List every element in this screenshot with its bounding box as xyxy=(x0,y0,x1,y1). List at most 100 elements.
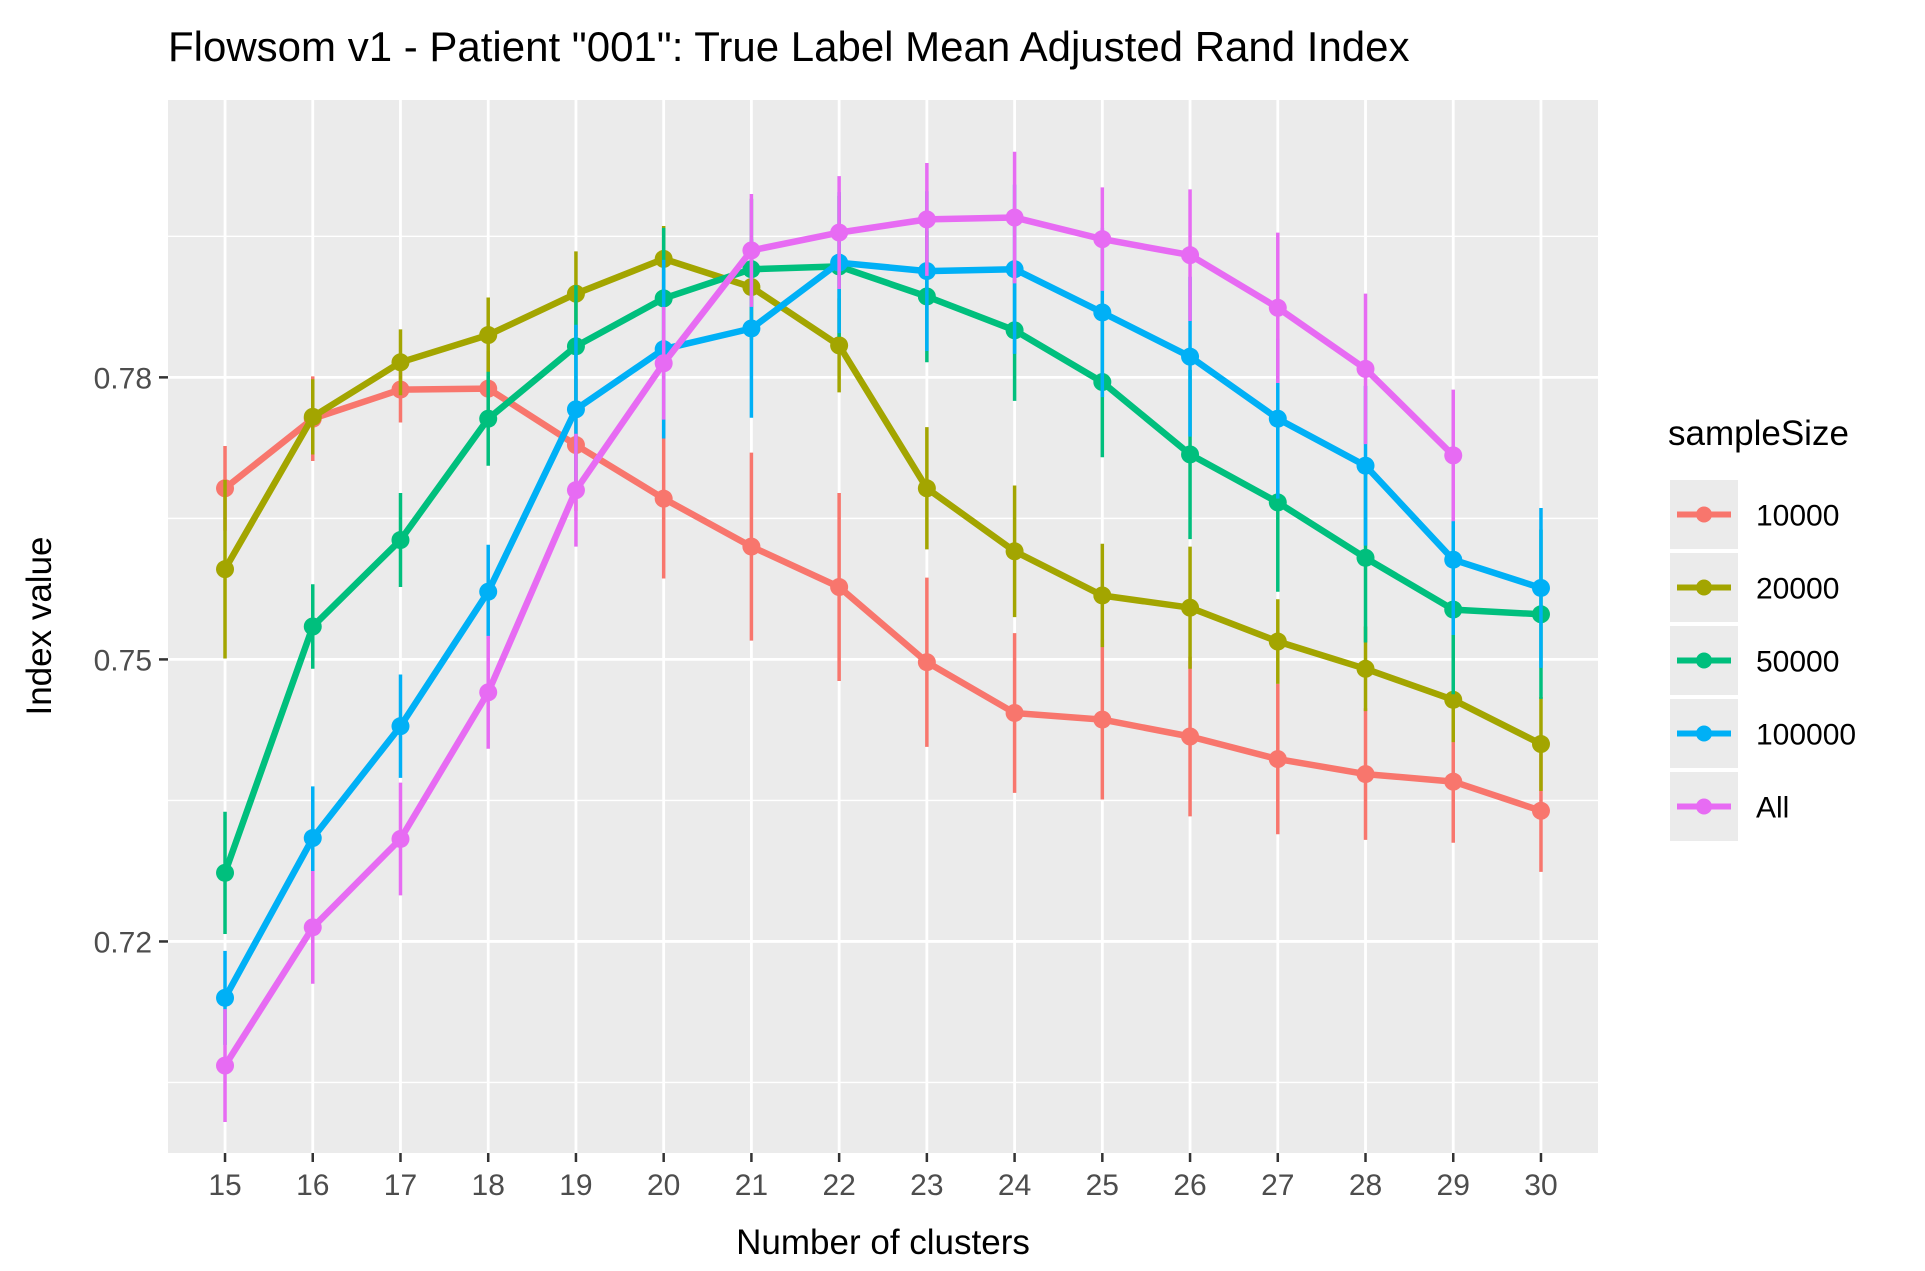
data-point xyxy=(391,829,410,848)
data-point xyxy=(1181,246,1200,265)
data-point xyxy=(1093,303,1112,322)
data-point xyxy=(1444,446,1463,465)
y-tick-label: 0.78 xyxy=(94,362,152,395)
legend-key-point xyxy=(1696,652,1712,669)
data-point xyxy=(1356,359,1375,378)
data-point xyxy=(479,582,498,601)
series-line xyxy=(221,263,1542,874)
data-point xyxy=(1181,598,1200,617)
data-point xyxy=(391,353,410,372)
x-axis: 15 16 17 18 19 20 21 22 23 24 25 26 27 28 29 30 xyxy=(208,1153,1558,1202)
data-point xyxy=(303,829,322,848)
legend-label: 50000 xyxy=(1756,646,1839,679)
legend-item: 20000 xyxy=(1670,553,1839,622)
data-point xyxy=(1444,772,1463,791)
x-axis-label: Number of clusters xyxy=(736,1223,1030,1262)
data-point xyxy=(1268,750,1287,769)
x-tick-label: 24 xyxy=(998,1169,1031,1202)
x-tick-label: 19 xyxy=(559,1169,592,1202)
data-point xyxy=(742,537,761,556)
data-point xyxy=(1356,659,1375,678)
data-point xyxy=(830,336,849,355)
data-point xyxy=(830,578,849,597)
data-point xyxy=(1268,632,1287,651)
legend-item: 100000 xyxy=(1670,699,1856,768)
data-point xyxy=(479,326,498,345)
data-point xyxy=(1181,347,1200,366)
legend-key-point xyxy=(1696,725,1712,742)
data-point xyxy=(216,988,235,1007)
y-axis: 0.72 0.75 0.78 xyxy=(94,362,168,959)
data-point xyxy=(1531,578,1550,597)
x-tick-label: 25 xyxy=(1086,1169,1119,1202)
legend-title: sampleSize xyxy=(1668,414,1849,453)
data-point xyxy=(1093,710,1112,729)
data-point xyxy=(742,241,761,260)
x-tick-label: 22 xyxy=(822,1169,855,1202)
series-line xyxy=(222,255,1543,747)
data-point xyxy=(917,653,936,672)
data-point xyxy=(1093,586,1112,605)
x-tick-label: 30 xyxy=(1524,1169,1557,1202)
series-all xyxy=(216,151,1463,1122)
data-point xyxy=(1268,409,1287,428)
x-tick-label: 26 xyxy=(1173,1169,1206,1202)
x-tick-label: 17 xyxy=(384,1169,417,1202)
series-line xyxy=(222,385,1543,814)
data-point xyxy=(1005,542,1024,561)
x-tick-label: 20 xyxy=(647,1169,680,1202)
x-tick-label: 27 xyxy=(1261,1169,1294,1202)
data-point xyxy=(830,223,849,242)
series-line xyxy=(222,259,1542,1000)
data-point xyxy=(1268,298,1287,317)
series-layer xyxy=(216,151,1550,1122)
legend-label: 20000 xyxy=(1756,573,1839,606)
data-point xyxy=(654,489,673,508)
data-point xyxy=(391,717,410,736)
x-tick-label: 29 xyxy=(1437,1169,1470,1202)
data-point xyxy=(303,407,322,426)
data-point xyxy=(303,918,322,937)
data-point xyxy=(216,1056,235,1075)
x-tick-label: 18 xyxy=(472,1169,505,1202)
data-point xyxy=(1356,765,1375,784)
chart-title: Flowsom v1 - Patient "001": True Label M… xyxy=(168,23,1410,70)
y-axis-label: Index value xyxy=(20,536,59,715)
data-point xyxy=(742,319,761,338)
x-tick-label: 28 xyxy=(1349,1169,1382,1202)
data-point xyxy=(1444,550,1463,569)
data-point xyxy=(1531,735,1550,754)
data-point xyxy=(917,479,936,498)
data-point xyxy=(303,617,322,636)
legend-key-point xyxy=(1696,579,1712,596)
legend-label: 10000 xyxy=(1756,500,1839,533)
x-tick-label: 15 xyxy=(208,1169,241,1202)
x-tick-label: 23 xyxy=(910,1169,943,1202)
data-point xyxy=(1444,690,1463,709)
data-point xyxy=(1181,727,1200,746)
y-tick-label: 0.75 xyxy=(94,644,152,677)
data-point xyxy=(566,400,585,419)
legend-item: 50000 xyxy=(1670,626,1839,695)
legend-key-point xyxy=(1696,506,1712,523)
minor-gridlines xyxy=(168,235,1598,1084)
data-point xyxy=(654,354,673,373)
data-point xyxy=(479,683,498,702)
legend-key-point xyxy=(1696,798,1712,815)
legend-item: 10000 xyxy=(1670,480,1839,549)
legend-label: 100000 xyxy=(1756,719,1856,752)
data-point xyxy=(1356,456,1375,475)
data-point xyxy=(1268,493,1287,512)
legend-label: All xyxy=(1756,792,1789,825)
data-point xyxy=(216,560,235,579)
legend-item: All xyxy=(1670,772,1789,841)
y-tick-label: 0.72 xyxy=(94,926,152,959)
data-point xyxy=(391,531,410,550)
data-point xyxy=(1093,230,1112,249)
data-point xyxy=(216,863,235,882)
data-point xyxy=(1181,445,1200,464)
data-point xyxy=(1005,703,1024,722)
legend: sampleSize 10000 20000 50000 100000 All xyxy=(1668,414,1856,841)
data-point xyxy=(917,210,936,229)
